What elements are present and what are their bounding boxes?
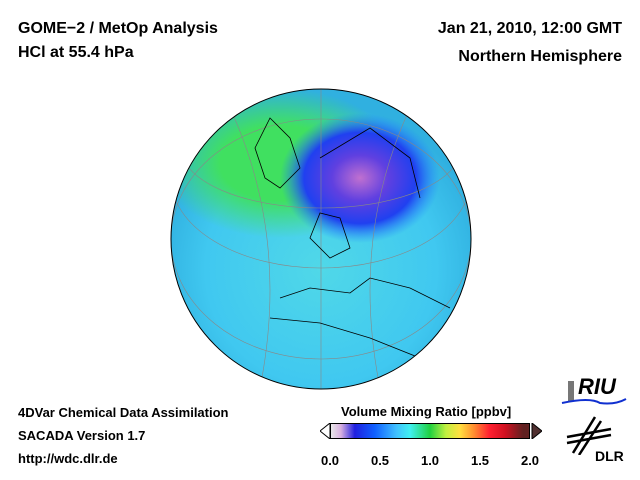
colorbar-tick: 1.0: [420, 453, 440, 468]
globe-map: [170, 88, 472, 390]
date: Jan 21, 2010, 12:00 GMT: [437, 20, 622, 37]
region: Northern Hemisphere: [458, 48, 622, 65]
footer-url[interactable]: http://wdc.dlr.de: [18, 451, 118, 466]
subtitle: HCl at 55.4 hPa: [18, 44, 134, 61]
colorbar-tick: 2.0: [520, 453, 540, 468]
footer-line2: SACADA Version 1.7: [18, 428, 146, 443]
colorbar-label: Volume Mixing Ratio [ppbv]: [341, 404, 512, 419]
riu-logo: RIU: [560, 374, 630, 405]
footer-line1: 4DVar Chemical Data Assimilation: [18, 405, 229, 420]
polar-vortex-low-hcl: [280, 113, 440, 243]
colorbar: [330, 423, 530, 439]
dlr-logo: DLR: [565, 415, 625, 465]
colorbar-tick: 1.5: [470, 453, 490, 468]
title: GOME−2 / MetOp Analysis: [18, 20, 218, 37]
colorbar-tick: 0.0: [320, 453, 340, 468]
colorbar-tick: 0.5: [370, 453, 390, 468]
